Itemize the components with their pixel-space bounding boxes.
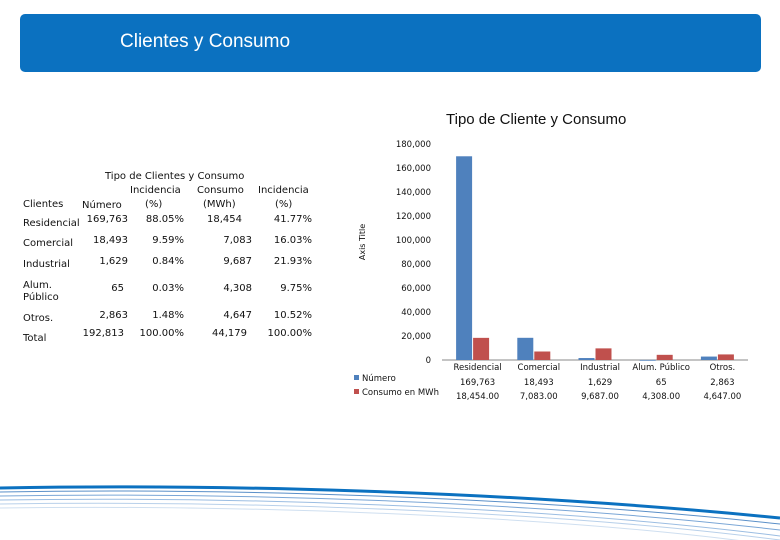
header-numero: Número [82,200,122,211]
row-industrial-numero: 1,629 [99,256,128,267]
y-tick-label: 60,000 [401,284,431,294]
legend-swatch [354,375,359,380]
row-industrial-cliente: Industrial [23,259,70,270]
header-incidencia-2-unit: (%) [275,199,293,210]
y-tick-label: 20,000 [401,332,431,342]
x-tick-label: Otros. [710,363,736,373]
header-incidencia-2: Incidencia [258,185,309,196]
bar [517,337,534,360]
y-axis-title: Axis Title [358,224,367,260]
row-alumbrado-cliente-l2: Público [23,292,59,303]
row-total-consumo: 44,179 [212,328,247,339]
x-tick-label: Comercial [518,363,561,373]
row-otros-inc2: 10.52% [273,310,312,321]
data-label: 7,083.00 [520,392,558,402]
bar [534,351,551,360]
row-alumbrado-cliente-l1: Alum. [23,280,52,291]
row-comercial-inc1: 9.59% [152,235,184,246]
row-comercial-consumo: 7,083 [223,235,252,246]
row-otros-inc1: 1.48% [152,310,184,321]
y-tick-label: 160,000 [396,164,431,174]
bar [700,356,717,360]
row-total-inc2: 100.00% [267,328,313,339]
data-label: 65 [656,378,667,388]
bar [473,337,490,360]
header-banner: Clientes y Consumo [20,14,761,72]
bar [656,354,673,360]
row-residencial-cliente: Residencial [23,218,80,229]
bar [456,156,473,360]
legend-entry: Consumo en MWh [362,388,439,398]
row-otros-consumo: 4,647 [223,310,252,321]
row-total-cliente: Total [23,333,47,344]
x-tick-label: Alum. Público [632,363,690,373]
header-incidencia-1: Incidencia [130,185,181,196]
data-label: 18,454.00 [456,392,499,402]
row-comercial-inc2: 16.03% [273,235,312,246]
y-tick-label: 140,000 [396,188,431,198]
y-tick-label: 120,000 [396,212,431,222]
x-tick-label: Residencial [454,363,502,373]
chart-title: Tipo de Cliente y Consumo [446,111,627,128]
table-caption: Tipo de Clientes y Consumo [105,171,245,182]
y-tick-label: 40,000 [401,308,431,318]
row-total-numero: 192,813 [82,328,124,339]
row-alumbrado-consumo: 4,308 [223,283,252,294]
row-industrial-inc2: 21.93% [273,256,312,267]
data-label: 4,308.00 [642,392,680,402]
bar-chart: 0 20,000 40,000 60,000 80,000 100,000 120,000 1… [354,140,748,402]
data-label: 169,763 [460,378,495,388]
header-consumo-unit: (MWh) [203,199,236,210]
legend-swatch [354,389,359,394]
row-otros-numero: 2,863 [99,310,128,321]
row-alumbrado-inc2: 9.75% [280,283,312,294]
row-residencial-inc2: 41.77% [273,214,312,225]
data-label: 1,629 [588,378,612,388]
data-label: 4,647.00 [703,392,741,402]
row-residencial-inc1: 88.05% [145,214,184,225]
y-tick-label: 80,000 [401,260,431,270]
data-label: 18,493 [524,378,554,388]
data-label: 9,687.00 [581,392,619,402]
bar [578,358,595,360]
bar [639,359,656,361]
page-title: Clientes y Consumo [120,31,291,52]
row-residencial-numero: 169,763 [86,214,128,225]
row-alumbrado-numero: 65 [111,283,124,294]
row-otros-cliente: Otros. [23,313,54,324]
row-industrial-inc1: 0.84% [152,256,184,267]
decorative-swoosh [0,485,780,540]
bar [717,354,734,360]
header-consumo: Consumo [197,185,244,196]
row-residencial-consumo: 18,454 [207,214,242,225]
row-total-inc1: 100.00% [139,328,185,339]
bar [595,348,612,360]
x-tick-label: Industrial [580,363,620,373]
row-comercial-cliente: Comercial [23,238,74,249]
row-industrial-consumo: 9,687 [223,256,252,267]
row-comercial-numero: 18,493 [93,235,128,246]
header-incidencia-1-unit: (%) [145,199,163,210]
header-clientes: Clientes [23,199,64,210]
row-alumbrado-inc1: 0.03% [152,283,184,294]
y-tick-label: 100,000 [396,236,431,246]
legend-entry: Número [362,374,396,384]
y-tick-label: 180,000 [396,140,431,150]
data-label: 2,863 [710,378,734,388]
y-tick-label: 0 [426,356,431,366]
